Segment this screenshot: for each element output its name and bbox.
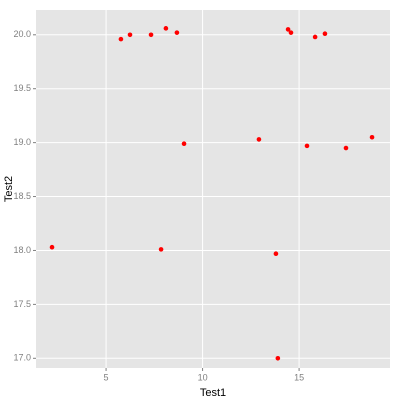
point [285,27,291,32]
y-tick-label: 19.5 [13,83,31,93]
point [369,134,375,140]
point [343,145,349,151]
point [49,244,55,250]
y-tick-label: 20.0 [13,29,31,39]
y-tick-label: 18.0 [13,245,31,255]
point [118,36,124,42]
point [273,251,279,256]
point [127,32,133,38]
point [181,141,187,147]
point [275,355,281,361]
x-tick-label: 15 [294,372,304,382]
y-axis-title: Test2 [3,176,15,202]
point [312,34,318,40]
point [322,31,328,37]
x-tick-label: 10 [198,372,208,382]
y-tick-label: 17.0 [13,353,31,363]
x-tick-label: 5 [104,372,109,382]
y-tick-label: 18.5 [13,191,31,201]
panel [36,10,390,368]
point [148,32,154,38]
point [163,26,169,31]
y-tick-label: 19.0 [13,137,31,147]
x-axis-title: Test1 [200,387,226,399]
point [158,247,164,252]
point [304,143,310,149]
point [288,30,294,35]
y-tick-label: 17.5 [13,299,31,309]
point [174,30,180,35]
point [256,137,262,142]
